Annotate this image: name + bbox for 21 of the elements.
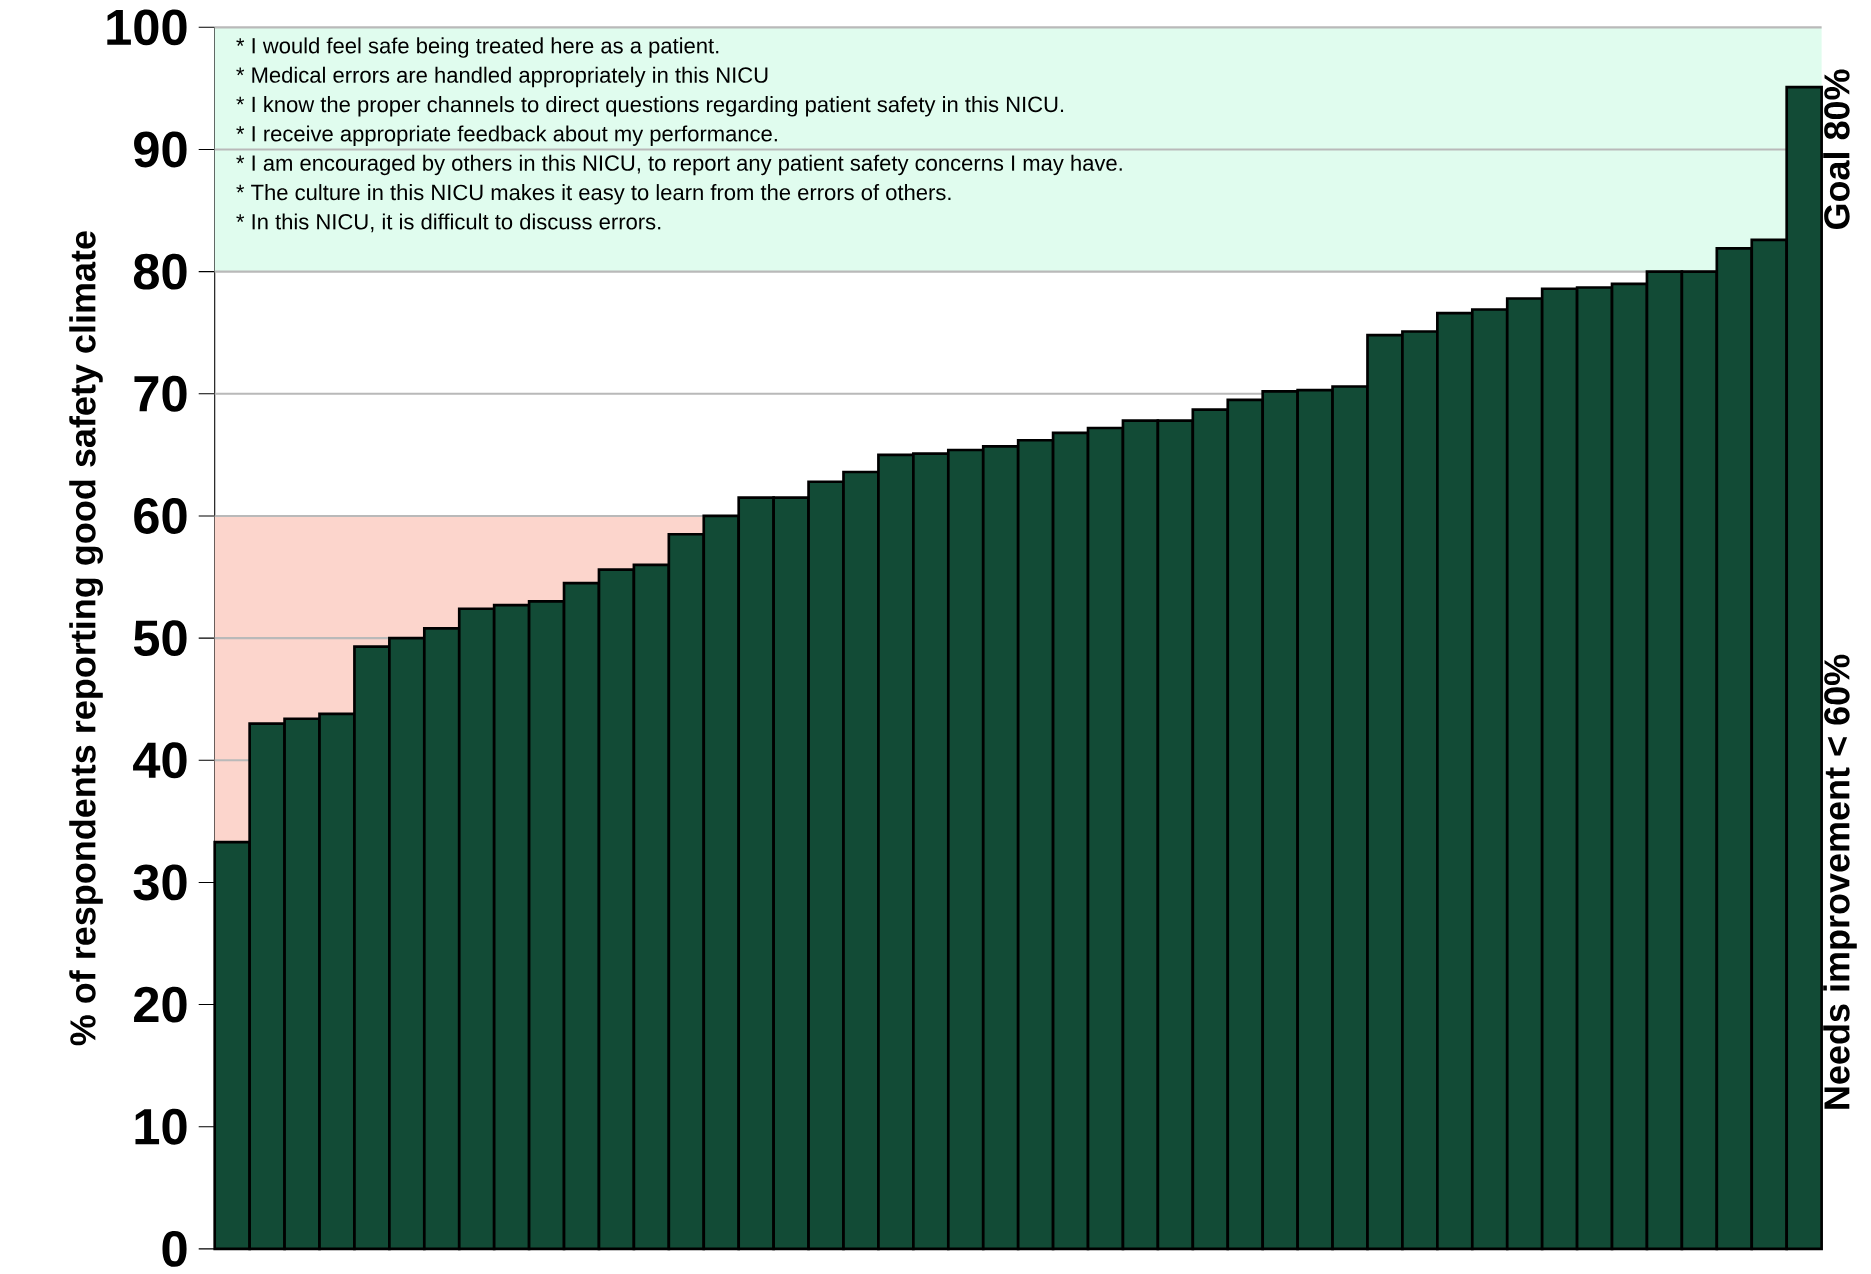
y-tick-label: 50: [133, 620, 187, 656]
annotation: * I am encouraged by others in this NICU, to report any patient safety concerns I may have.: [236, 154, 1122, 176]
y-tick-label: 90: [134, 131, 187, 168]
y-tick-label: 100: [107, 9, 187, 46]
y-tick-label: 80: [133, 253, 187, 290]
y-tick-label: 30: [133, 864, 187, 901]
band-label: Needs improvement < 60%: [1823, 654, 1857, 1109]
y-tick-label: 10: [135, 1108, 187, 1145]
band-label: Goal 80%: [1823, 69, 1850, 229]
y-tick-label: 70: [134, 375, 187, 412]
annotation: * I know the proper channels to direct questions regarding patient safety in this NICU.: [236, 95, 1064, 117]
annotation: * Medical errors are handled appropriately in this NICU: [236, 66, 768, 88]
y-axis-title: % of respondents reporting good safety climate: [69, 231, 103, 1046]
annotation: * I receive appropriate feedback about my performance.: [236, 125, 777, 146]
y-tick-label: 40: [133, 742, 187, 779]
annotation: * In this NICU, it is difficult to discuss errors.: [236, 213, 661, 233]
y-tick-label: 20: [134, 986, 187, 1023]
annotation: * The culture in this NICU makes it easy to learn from the errors of others.: [236, 183, 951, 205]
y-tick-label: 0: [162, 1230, 187, 1267]
y-tick-label: 60: [134, 497, 187, 534]
annotation: * I would feel safe being treated here as a patient.: [236, 37, 719, 58]
